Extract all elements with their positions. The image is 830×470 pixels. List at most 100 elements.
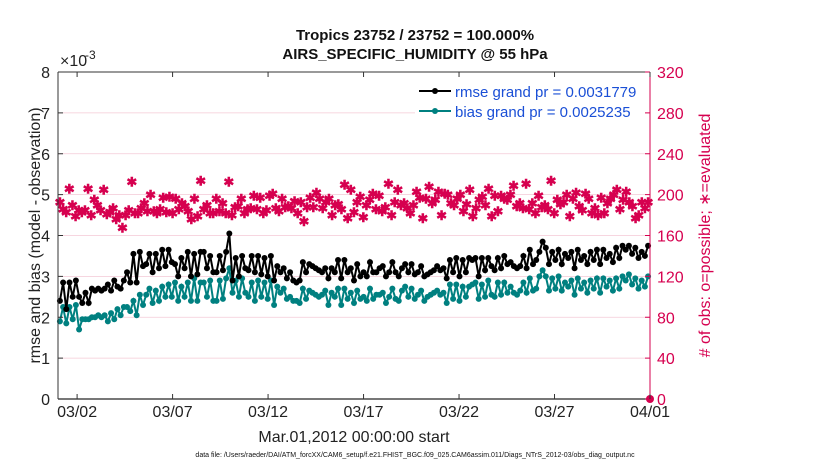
legend-rmse-label: rmse grand pr = 0.0031779 — [455, 84, 636, 101]
evaluated-marker: ✱ — [148, 204, 159, 219]
evaluated-marker: ✱ — [67, 198, 78, 213]
evaluated-marker: ✱ — [64, 181, 75, 196]
evaluated-marker: ✱ — [433, 185, 444, 200]
evaluated-marker: ✱ — [327, 208, 338, 223]
rmse-point — [165, 246, 172, 253]
evaluated-marker: ✱ — [633, 208, 644, 223]
legend: rmse grand pr = 0.0031779 bias grand pr =… — [415, 80, 645, 122]
evaluated-marker: ✱ — [258, 206, 269, 221]
bias-point — [370, 295, 377, 302]
bias-point — [258, 293, 265, 300]
evaluated-marker: ✱ — [108, 201, 119, 216]
rmse-point — [603, 254, 610, 261]
y-left-tick-label: 8 — [41, 65, 50, 82]
bias-point — [450, 295, 457, 302]
evaluated-marker: ✱ — [593, 208, 604, 223]
bias-point — [533, 285, 540, 292]
evaluated-marker: ✱ — [198, 202, 209, 217]
rmse-point — [85, 299, 92, 306]
bias-point — [641, 283, 648, 290]
evaluated-marker: ✱ — [202, 198, 213, 213]
bias-point — [395, 297, 402, 304]
rmse-point — [440, 265, 447, 272]
evaluated-marker: ✱ — [414, 191, 425, 206]
evaluated-marker: ✱ — [223, 174, 234, 189]
evaluated-marker: ✱ — [505, 188, 516, 203]
rmse-point — [453, 254, 460, 261]
evaluated-marker: ✱ — [405, 206, 416, 221]
evaluated-marker: ✱ — [286, 201, 297, 216]
rmse-point — [632, 244, 639, 251]
evaluated-marker: ✱ — [324, 192, 335, 207]
bias-point — [347, 289, 354, 296]
rmse-point — [619, 242, 626, 249]
rmse-point — [226, 230, 233, 237]
evaluated-marker: ✱ — [139, 196, 150, 211]
rmse-point — [338, 275, 345, 282]
evaluated-marker: ✱ — [120, 208, 131, 223]
bias-point — [136, 291, 143, 298]
evaluated-marker: ✱ — [596, 191, 607, 206]
evaluated-marker: ✱ — [496, 189, 507, 204]
evaluated-marker: ✱ — [86, 208, 97, 223]
bias-point — [411, 295, 418, 302]
rmse-point — [216, 252, 223, 259]
rmse-point — [325, 275, 332, 282]
rmse-point — [130, 250, 137, 257]
evaluated-marker: ✱ — [502, 193, 513, 208]
evaluated-marker: ✱ — [264, 189, 275, 204]
bias-point — [335, 285, 342, 292]
rmse-point — [581, 252, 588, 259]
rmse-point — [283, 275, 290, 282]
rmse-point — [171, 261, 178, 268]
rmse-point — [366, 259, 373, 266]
rmse-point — [584, 261, 591, 268]
bias-point — [421, 297, 428, 304]
evaluated-marker: ✱ — [561, 188, 572, 203]
rmse-point — [593, 246, 600, 253]
bias-point — [590, 285, 597, 292]
bias-point — [213, 297, 220, 304]
rmse-point — [127, 279, 134, 286]
evaluated-marker: ✱ — [364, 193, 375, 208]
y-left-tick-label: 0 — [41, 392, 50, 409]
rmse-point — [274, 263, 281, 270]
rmse-point — [175, 273, 182, 280]
rmse-point — [430, 267, 437, 274]
bias-point — [130, 297, 137, 304]
bias-point — [456, 297, 463, 304]
evaluated-marker: ✱ — [242, 202, 253, 217]
bias-point — [453, 281, 460, 288]
rmse-point — [574, 246, 581, 253]
y-right-tick-label: 320 — [657, 65, 684, 82]
rmse-point — [235, 273, 242, 280]
evaluated-marker: ✱ — [577, 203, 588, 218]
rmse-point — [299, 259, 306, 266]
rmse-point — [533, 257, 540, 264]
evaluated-marker: ✱ — [158, 191, 169, 206]
x-tick-label: 03/12 — [248, 404, 288, 421]
bias-point — [526, 275, 533, 282]
bias-point — [344, 295, 351, 302]
evaluated-marker: ✱ — [214, 204, 225, 219]
rmse-point — [203, 265, 210, 272]
evaluated-marker: ✱ — [464, 183, 475, 198]
evaluated-marker: ✱ — [283, 199, 294, 214]
rmse-point — [609, 259, 616, 266]
evaluated-marker: ✱ — [123, 203, 134, 218]
evaluated-marker: ✱ — [395, 198, 406, 213]
rmse-point — [561, 250, 568, 257]
bias-point — [360, 293, 367, 300]
evaluated-marker: ✱ — [389, 195, 400, 210]
bias-point — [632, 275, 639, 282]
rmse-point — [229, 277, 236, 284]
rmse-point — [219, 267, 226, 274]
bias-point — [245, 293, 252, 300]
evaluated-marker: ✱ — [452, 192, 463, 207]
rmse-point — [303, 269, 310, 276]
y-right-tick-label: 200 — [657, 188, 684, 205]
bias-point — [251, 297, 258, 304]
rmse-point — [542, 244, 549, 251]
bias-point — [111, 316, 118, 323]
evaluated-marker: ✱ — [230, 200, 241, 215]
